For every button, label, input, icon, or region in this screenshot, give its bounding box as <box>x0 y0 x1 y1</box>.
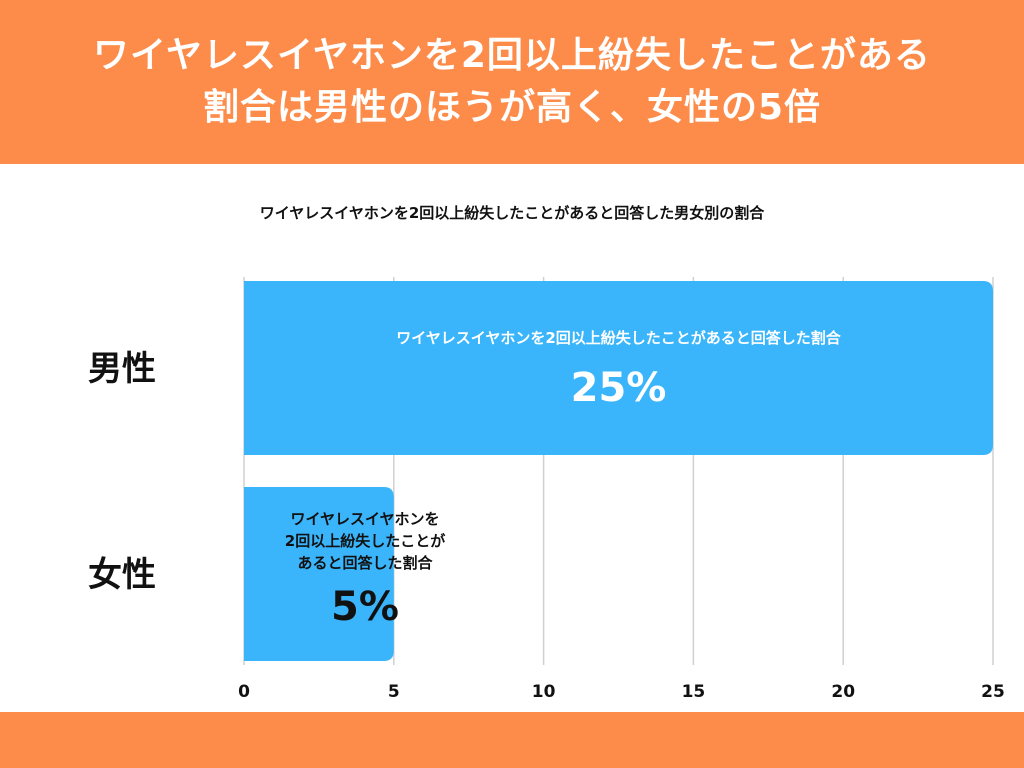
bar-caption-1-0: ワイヤレスイヤホンを <box>290 510 439 528</box>
bar-caption-1-2: あると回答した割合 <box>297 554 433 572</box>
x-tick-label-1: 5 <box>388 682 400 702</box>
x-tick-label-5: 25 <box>981 682 1005 702</box>
data-label-1: 5% <box>331 584 399 630</box>
x-tick-label-4: 20 <box>831 682 855 702</box>
headline-line-2: 割合は男性のほうが高く、女性の5倍 <box>202 87 822 128</box>
category-label-1: 女性 <box>88 555 156 595</box>
bar-caption-1-1: 2回以上紛失したことが <box>285 532 446 550</box>
x-tick-label-2: 10 <box>532 682 556 702</box>
chart-title: ワイヤレスイヤホンを2回以上紛失したことがあると回答した男女別の割合 <box>259 204 765 222</box>
bar-1 <box>244 487 394 661</box>
bar-0 <box>244 281 993 455</box>
x-tick-label-0: 0 <box>238 682 250 702</box>
data-label-0: 25% <box>571 365 667 411</box>
x-tick-label-3: 15 <box>682 682 706 702</box>
category-label-0: 男性 <box>88 349 156 389</box>
header-banner: ワイヤレスイヤホンを2回以上紛失したことがある 割合は男性のほうが高く、女性の5… <box>0 0 1024 164</box>
headline-line-1: ワイヤレスイヤホンを2回以上紛失したことがある <box>93 35 931 76</box>
bar-caption-0-0: ワイヤレスイヤホンを2回以上紛失したことがあると回答した割合 <box>396 329 842 347</box>
footer-banner <box>0 712 1024 768</box>
